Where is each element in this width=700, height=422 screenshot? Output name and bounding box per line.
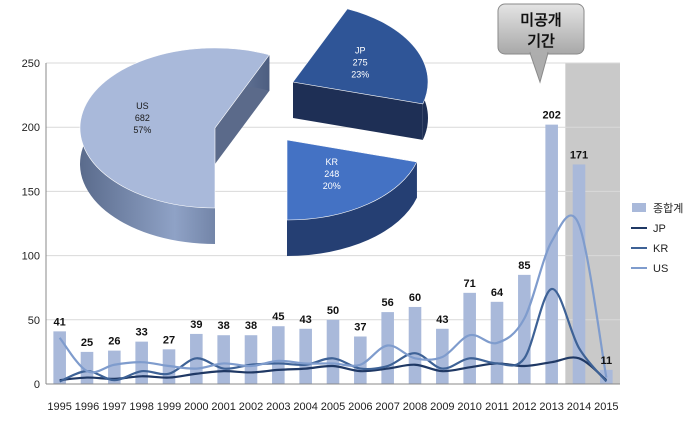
pie-rim bbox=[287, 161, 417, 256]
x-tick-label: 2001 bbox=[211, 401, 235, 413]
legend-label: US bbox=[653, 263, 668, 275]
y-tick-label: 250 bbox=[22, 58, 40, 70]
data-label: 171 bbox=[570, 149, 588, 161]
data-label: 27 bbox=[163, 334, 175, 346]
bar-2014 bbox=[572, 164, 586, 384]
bar-2001 bbox=[217, 335, 230, 384]
bar-1995 bbox=[53, 331, 66, 384]
data-label: 56 bbox=[382, 297, 394, 309]
y-tick-label: 100 bbox=[22, 251, 40, 263]
line-KR bbox=[59, 287, 608, 383]
data-label: 37 bbox=[354, 321, 366, 333]
x-tick-label: 2002 bbox=[239, 401, 263, 413]
x-tick-label: 2012 bbox=[512, 401, 536, 413]
y-tick-label: 0 bbox=[34, 379, 40, 391]
data-label: 43 bbox=[436, 314, 448, 326]
x-tick-label: 1996 bbox=[75, 401, 99, 413]
x-tick-label: 2014 bbox=[567, 401, 591, 413]
legend-label: KR bbox=[653, 243, 668, 255]
x-tick-label: 2004 bbox=[293, 401, 317, 413]
x-tick-label: 2011 bbox=[485, 401, 509, 413]
bar-2004 bbox=[299, 328, 312, 384]
x-tick-label: 2006 bbox=[348, 401, 372, 413]
x-tick-label: 2000 bbox=[184, 401, 208, 413]
x-tick-label: 2005 bbox=[321, 401, 345, 413]
data-label: 33 bbox=[136, 327, 148, 339]
data-label: 202 bbox=[542, 110, 560, 122]
x-tick-label: 2007 bbox=[375, 401, 399, 413]
data-label: 45 bbox=[272, 311, 284, 323]
bar-2002 bbox=[244, 335, 258, 384]
data-label: 39 bbox=[190, 319, 202, 331]
bar-2003 bbox=[272, 326, 285, 384]
line-US bbox=[58, 214, 608, 378]
callout-line2: 기간 bbox=[527, 33, 555, 50]
data-label: 64 bbox=[491, 287, 504, 299]
callout-line1: 미공개 bbox=[520, 11, 561, 29]
bar-2008 bbox=[408, 306, 422, 384]
legend-label: 종합계 bbox=[653, 202, 683, 215]
pie-label: 248 bbox=[324, 169, 339, 179]
bar-2006 bbox=[354, 336, 367, 384]
callout-pointer bbox=[529, 52, 549, 84]
pie-label: JP bbox=[355, 45, 366, 55]
pie-label: KR bbox=[325, 157, 338, 167]
x-tick-label: 1997 bbox=[102, 401, 126, 413]
callout-joint bbox=[531, 50, 547, 55]
x-tick-label: 1998 bbox=[129, 401, 153, 413]
y-tick-label: 50 bbox=[28, 315, 40, 327]
data-label: 85 bbox=[518, 260, 530, 272]
x-tick-label: 2009 bbox=[430, 401, 454, 413]
pie-wall bbox=[293, 82, 423, 140]
data-label: 50 bbox=[327, 305, 339, 317]
data-label: 71 bbox=[464, 278, 476, 290]
pie-label: 23% bbox=[351, 69, 369, 79]
y-tick-label: 200 bbox=[22, 122, 40, 134]
bar-2005 bbox=[326, 319, 340, 384]
bar-2013 bbox=[545, 124, 558, 384]
x-tick-label: 1995 bbox=[47, 401, 71, 413]
legend-swatch bbox=[632, 203, 646, 212]
data-label: 26 bbox=[108, 336, 120, 348]
x-tick-label: 2010 bbox=[457, 401, 481, 413]
pie-slice-KR bbox=[286, 139, 418, 221]
pie-label: 682 bbox=[135, 113, 150, 123]
data-label: 43 bbox=[300, 314, 312, 326]
bar-2010 bbox=[463, 292, 476, 384]
bar-2012 bbox=[518, 274, 531, 384]
data-label: 25 bbox=[81, 337, 93, 349]
pie-slice-US bbox=[79, 47, 270, 209]
legend-label: JP bbox=[653, 223, 666, 235]
pie-label: 57% bbox=[133, 125, 151, 135]
x-tick-label: 2003 bbox=[266, 401, 290, 413]
x-tick-label: 1999 bbox=[157, 401, 181, 413]
x-tick-label: 2013 bbox=[539, 401, 563, 413]
pie-slice-JP bbox=[292, 8, 429, 105]
data-label: 41 bbox=[54, 316, 66, 328]
x-tick-label: 2015 bbox=[594, 401, 618, 413]
pie-label: 275 bbox=[353, 57, 368, 67]
data-label: 60 bbox=[409, 292, 421, 304]
pie-label: US bbox=[136, 101, 149, 111]
data-label: 11 bbox=[601, 355, 613, 367]
bar-1997 bbox=[108, 350, 121, 384]
data-label: 38 bbox=[218, 320, 230, 332]
x-tick-label: 2008 bbox=[403, 401, 427, 413]
pie-label: 20% bbox=[323, 181, 341, 191]
bar-1996 bbox=[80, 351, 94, 384]
data-label: 38 bbox=[245, 320, 257, 332]
y-tick-label: 150 bbox=[22, 186, 40, 198]
